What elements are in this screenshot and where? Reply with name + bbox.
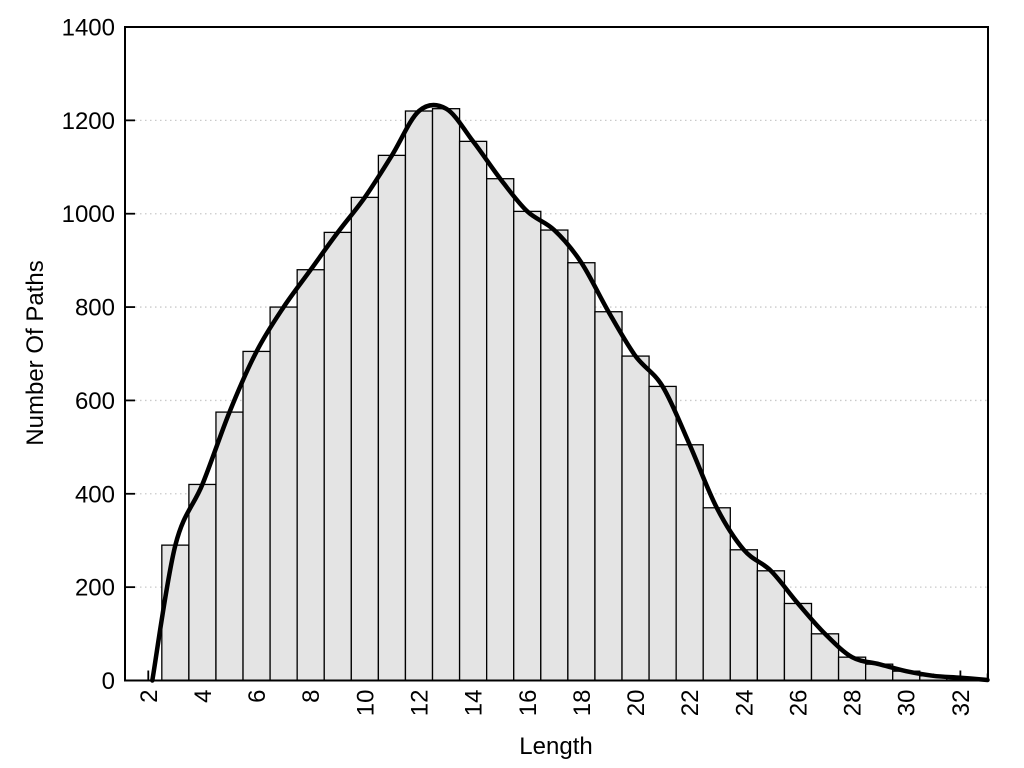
distribution-curve xyxy=(150,102,990,683)
histogram-bar xyxy=(458,140,488,682)
histogram-bar xyxy=(296,269,325,682)
y-tick-label: 0 xyxy=(102,668,115,695)
histogram-bar xyxy=(323,231,352,682)
histogram-bar xyxy=(756,570,786,682)
x-tick-label: 12 xyxy=(406,690,433,717)
x-tick-label: 30 xyxy=(894,690,921,717)
histogram-bar xyxy=(675,444,704,682)
x-tick-label: 18 xyxy=(569,690,596,717)
histogram-bar xyxy=(567,262,596,682)
histogram-bar xyxy=(431,108,461,682)
histogram-bar xyxy=(377,154,407,682)
x-axis-title: Length xyxy=(519,733,593,760)
histogram-bar xyxy=(188,483,217,682)
histogram-bar xyxy=(486,178,515,682)
x-tick-label: 32 xyxy=(948,690,975,717)
y-axis-title: Number Of Paths xyxy=(22,260,49,446)
x-tick-label: 24 xyxy=(731,690,758,717)
x-tick-label: 10 xyxy=(352,690,379,717)
histogram-bar xyxy=(242,350,271,682)
x-tick-label: 4 xyxy=(190,690,217,703)
histogram-bar xyxy=(621,355,650,682)
x-tick-label: 8 xyxy=(298,690,325,703)
histogram-bar xyxy=(269,306,298,682)
x-tick-label: 2 xyxy=(136,690,163,703)
x-tick-label: 20 xyxy=(623,690,650,717)
histogram-bar xyxy=(350,196,380,682)
histogram-bar xyxy=(648,385,677,682)
y-tick-label: 200 xyxy=(75,575,115,602)
y-tick-label: 1200 xyxy=(62,108,115,135)
x-tick-label: 26 xyxy=(785,690,812,717)
x-tick-label: 14 xyxy=(461,690,488,717)
histogram-bar xyxy=(702,507,731,682)
x-tick-label: 28 xyxy=(840,690,867,717)
y-tick-label: 600 xyxy=(75,388,115,415)
histogram-bar xyxy=(513,210,542,682)
y-tick-label: 1000 xyxy=(62,201,115,228)
histogram-bar xyxy=(161,544,190,682)
y-tick-label: 400 xyxy=(75,481,115,508)
x-tick-label: 22 xyxy=(677,690,704,717)
histogram-bar xyxy=(404,110,434,682)
y-tick-label: 800 xyxy=(75,295,115,322)
y-tick-label: 1400 xyxy=(62,15,115,42)
plot-frame xyxy=(124,26,989,682)
histogram-bar xyxy=(215,411,244,682)
histogram-bar xyxy=(540,229,569,682)
histogram-bar xyxy=(729,549,759,682)
histogram-bar xyxy=(594,311,623,682)
x-tick-label: 16 xyxy=(515,690,542,717)
x-tick-label: 6 xyxy=(244,690,271,703)
